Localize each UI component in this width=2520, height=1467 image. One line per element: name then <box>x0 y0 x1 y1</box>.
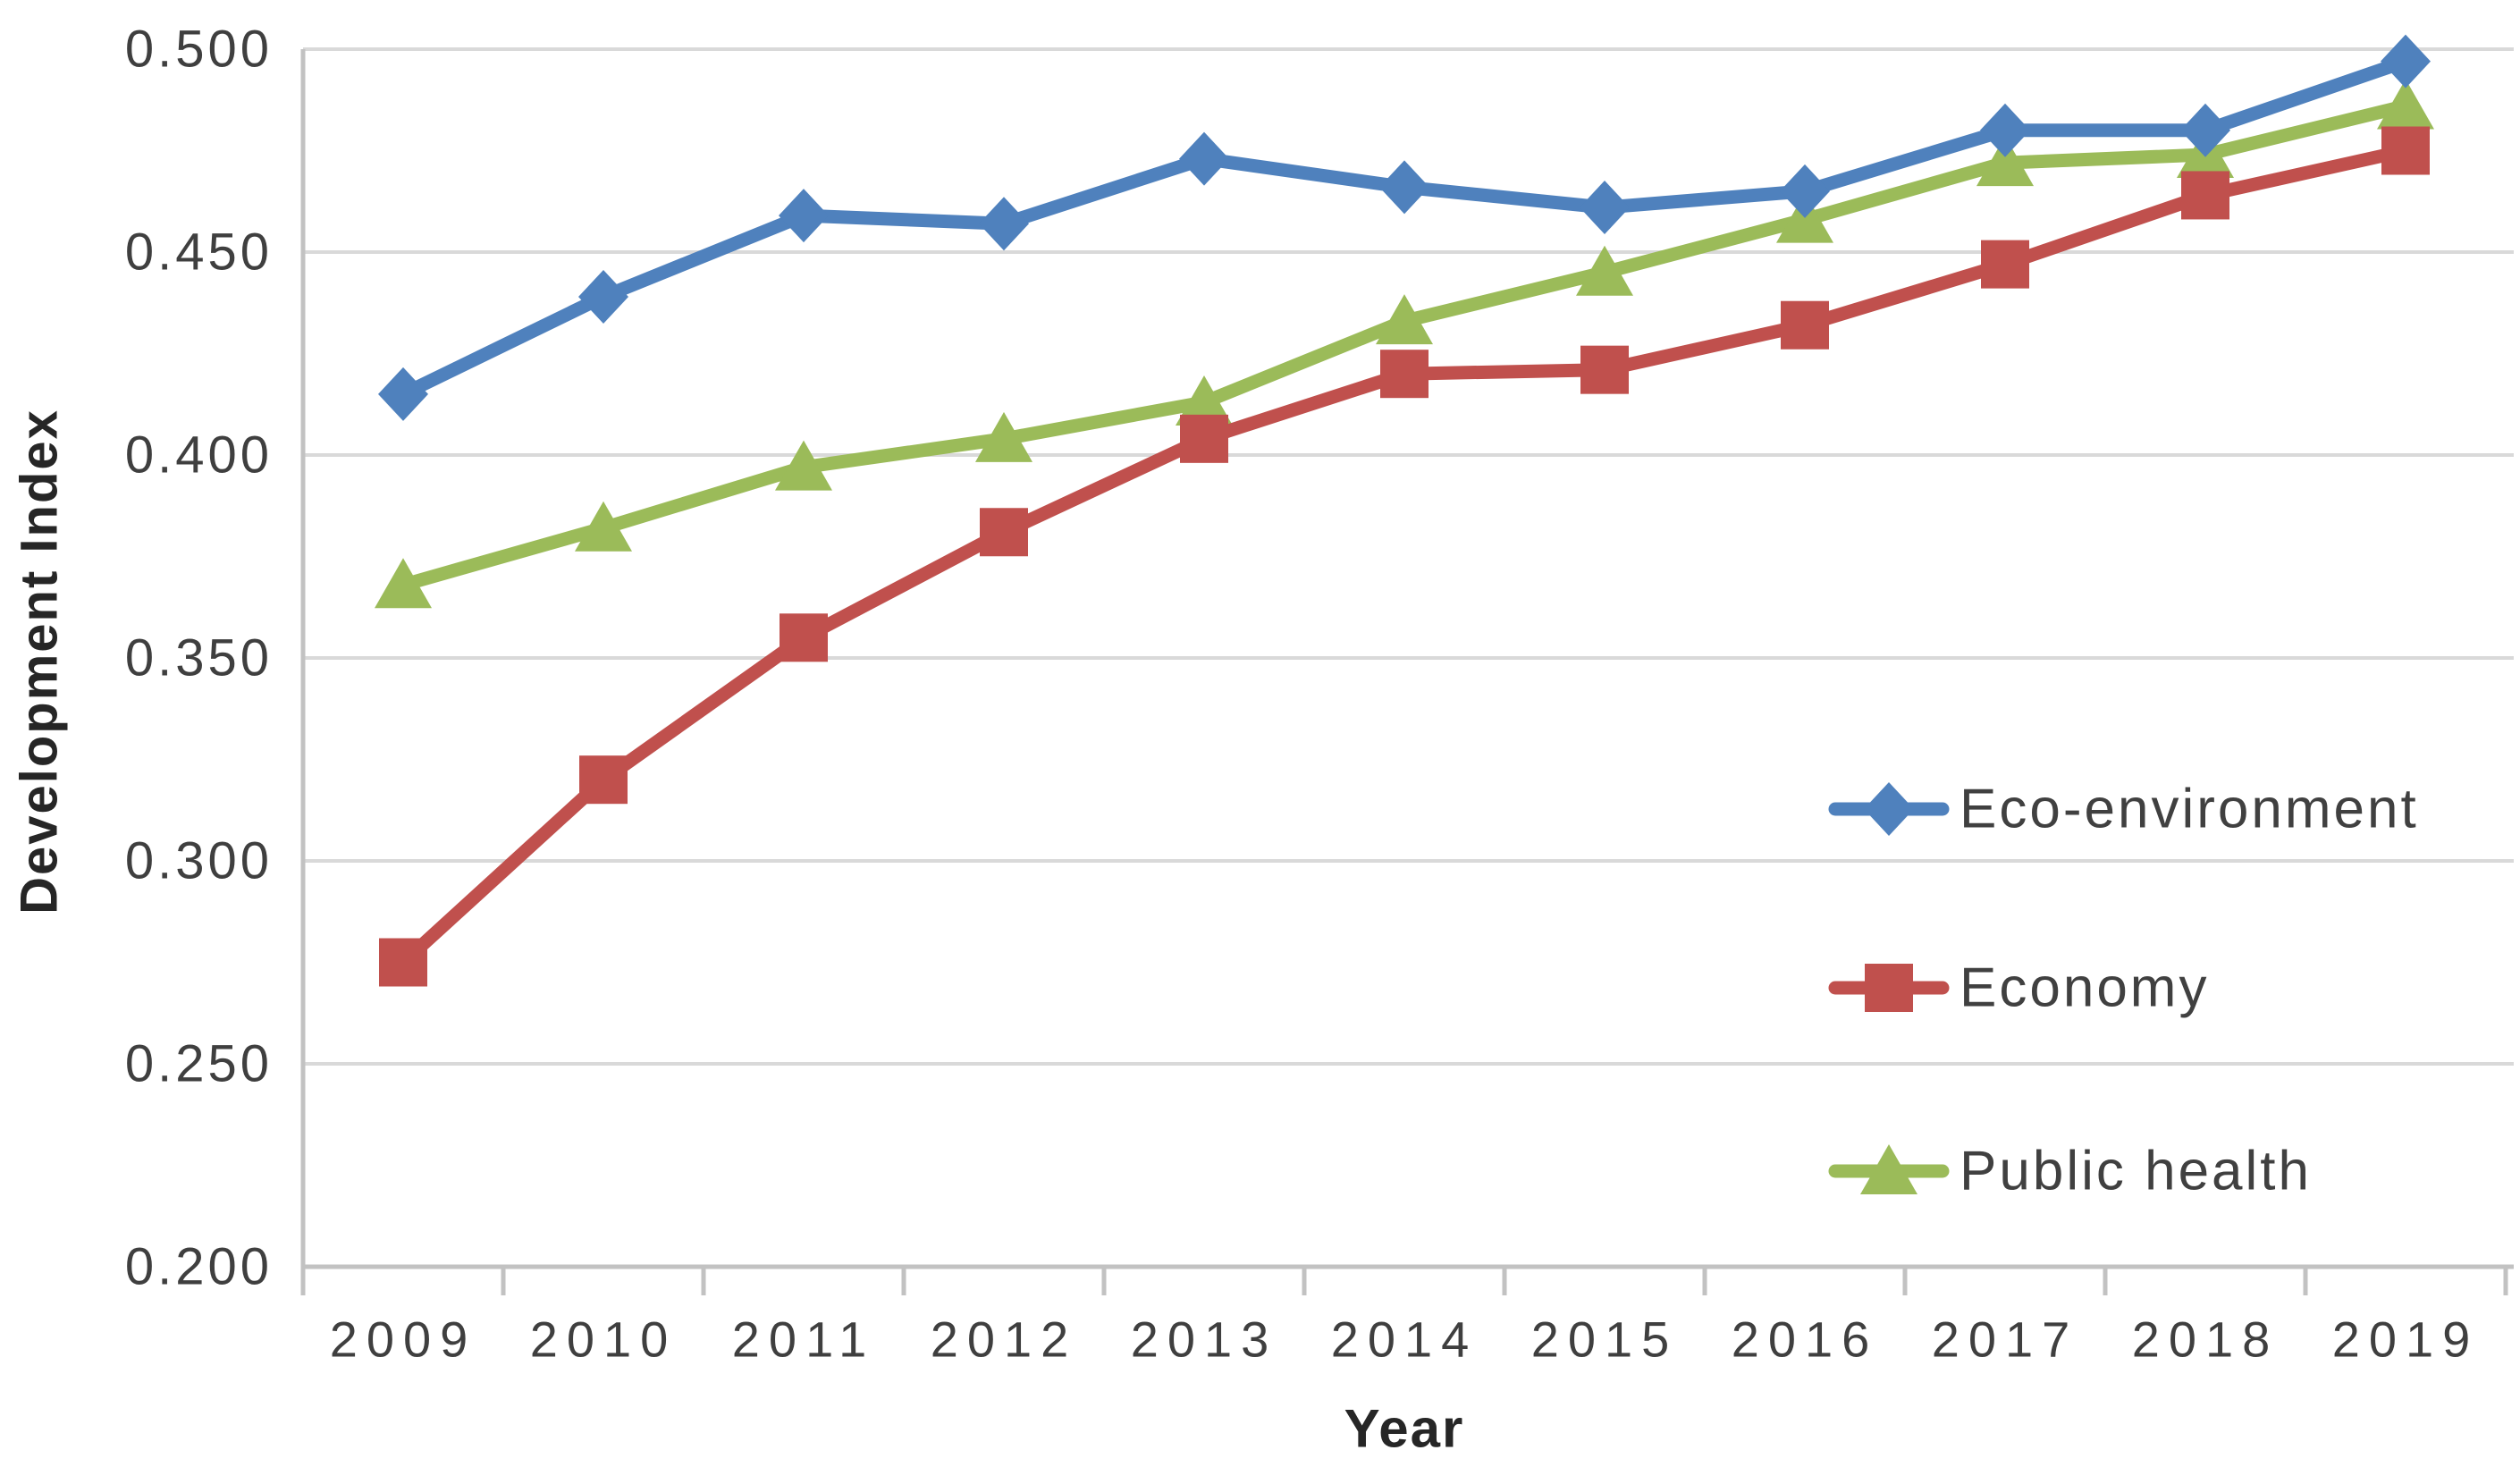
data-point-economy-2013 <box>1180 414 1228 463</box>
data-point-economy-2012 <box>980 508 1028 557</box>
y-tick-label: 0.300 <box>124 831 273 890</box>
y-tick-label: 0.350 <box>124 628 273 687</box>
data-point-public-health-2011 <box>775 440 832 491</box>
data-point-eco-environment-2017 <box>1980 103 2030 157</box>
legend-item-economy: Economy <box>1960 957 2210 1019</box>
y-tick-label: 0.500 <box>124 20 273 79</box>
data-point-economy-2017 <box>1981 240 2029 289</box>
data-point-eco-environment-2011 <box>779 189 829 243</box>
data-point-public-health-2013 <box>1176 375 1233 426</box>
legend-marker-public-health-icon <box>1860 1144 1917 1194</box>
data-point-public-health-2009 <box>375 558 432 609</box>
data-point-public-health-2010 <box>575 501 632 552</box>
x-axis-title: Year <box>1344 1398 1465 1459</box>
series-economy <box>379 126 2430 987</box>
series-public-health <box>375 79 2434 609</box>
data-point-economy-2015 <box>1580 345 1629 394</box>
data-point-eco-environment-2009 <box>378 367 428 421</box>
y-tick-label: 0.450 <box>124 223 273 282</box>
data-point-eco-environment-2012 <box>979 197 1029 251</box>
data-point-eco-environment-2014 <box>1379 160 1429 215</box>
legend-marker-economy-icon <box>1865 964 1913 1012</box>
data-point-public-health-2017 <box>1976 136 2034 187</box>
gridlines <box>303 47 2514 1066</box>
x-tick-label: 2016 <box>1731 1311 1879 1368</box>
series-eco-environment <box>378 34 2431 421</box>
legend-item-public-health: Public health <box>1960 1140 2313 1202</box>
legend-item-eco-environment: Eco-environment <box>1960 778 2419 840</box>
y-tick-label: 0.250 <box>124 1034 273 1093</box>
legend-marker-eco-environment-icon <box>1864 782 1914 836</box>
x-tick-label: 2017 <box>1931 1311 2079 1368</box>
x-tick-label: 2011 <box>731 1311 876 1368</box>
data-point-economy-2016 <box>1781 300 1829 350</box>
data-point-economy-2018 <box>2181 171 2229 220</box>
x-tick-label: 2015 <box>1530 1311 1679 1368</box>
data-point-eco-environment-2019 <box>2381 34 2431 89</box>
axes <box>300 49 2514 1295</box>
data-point-public-health-2019 <box>2377 79 2434 130</box>
x-tick-label: 2010 <box>529 1311 678 1368</box>
data-point-eco-environment-2016 <box>1780 164 1830 218</box>
data-point-eco-environment-2010 <box>578 269 628 324</box>
x-tick-label: 2013 <box>1130 1311 1278 1368</box>
x-tick-label: 2012 <box>930 1311 1078 1368</box>
legend-markers <box>1828 782 1950 1194</box>
x-tick-label: 2009 <box>329 1311 477 1368</box>
data-point-eco-environment-2013 <box>1179 131 1229 186</box>
data-point-economy-2011 <box>780 613 828 662</box>
y-tick-label: 0.400 <box>124 426 273 485</box>
data-point-eco-environment-2015 <box>1580 181 1630 235</box>
data-point-public-health-2012 <box>975 411 1032 462</box>
y-tick-label: 0.200 <box>124 1237 273 1296</box>
data-point-economy-2009 <box>379 938 427 987</box>
data-point-economy-2019 <box>2381 126 2430 175</box>
data-point-public-health-2014 <box>1376 294 1433 345</box>
y-axis-title: Development Index <box>10 409 69 915</box>
data-point-public-health-2015 <box>1576 245 1633 296</box>
x-tick-label: 2014 <box>1330 1311 1479 1368</box>
x-tick-label: 2019 <box>2331 1311 2480 1368</box>
data-point-eco-environment-2018 <box>2180 103 2230 157</box>
data-point-economy-2014 <box>1380 350 1429 399</box>
data-point-economy-2010 <box>579 755 628 805</box>
x-tick-label: 2018 <box>2131 1311 2280 1368</box>
